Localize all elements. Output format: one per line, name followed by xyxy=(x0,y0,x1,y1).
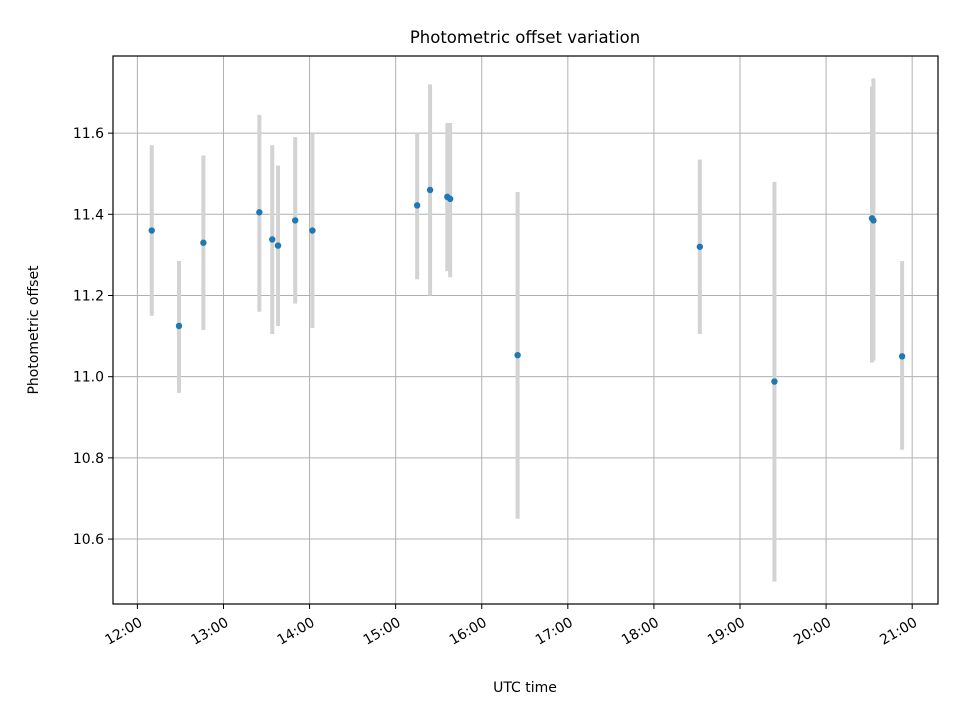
data-point xyxy=(771,378,778,385)
data-point xyxy=(426,186,434,194)
y-axis-label: Photometric offset xyxy=(26,265,42,395)
data-point xyxy=(269,236,276,243)
data-point xyxy=(200,239,207,246)
data-point xyxy=(870,217,877,224)
data-point xyxy=(309,227,316,234)
x-axis-label: UTC time xyxy=(493,680,557,696)
data-point xyxy=(696,243,704,250)
data-point xyxy=(514,351,521,359)
y-tick-label: 10.6 xyxy=(73,532,104,548)
y-axis-ticks: 10.6 10.8 11.0 11.2 11.4 11.6 xyxy=(73,126,113,548)
data-points xyxy=(148,186,906,385)
plot-frame xyxy=(112,55,939,605)
data-point xyxy=(898,353,906,360)
data-point xyxy=(292,217,299,224)
y-tick-label: 11.2 xyxy=(73,288,104,304)
data-point xyxy=(413,202,421,209)
y-tick-label: 11.6 xyxy=(73,126,104,142)
data-point xyxy=(256,209,263,216)
y-tick-label: 11.0 xyxy=(73,370,104,386)
data-point xyxy=(274,242,282,249)
data-point xyxy=(148,227,155,234)
grid xyxy=(113,56,938,604)
y-tick-label: 10.8 xyxy=(73,451,104,467)
data-point xyxy=(175,322,183,330)
data-point xyxy=(446,195,454,203)
y-tick-label: 11.4 xyxy=(73,207,104,223)
chart-title: Photometric offset variation xyxy=(410,28,640,47)
